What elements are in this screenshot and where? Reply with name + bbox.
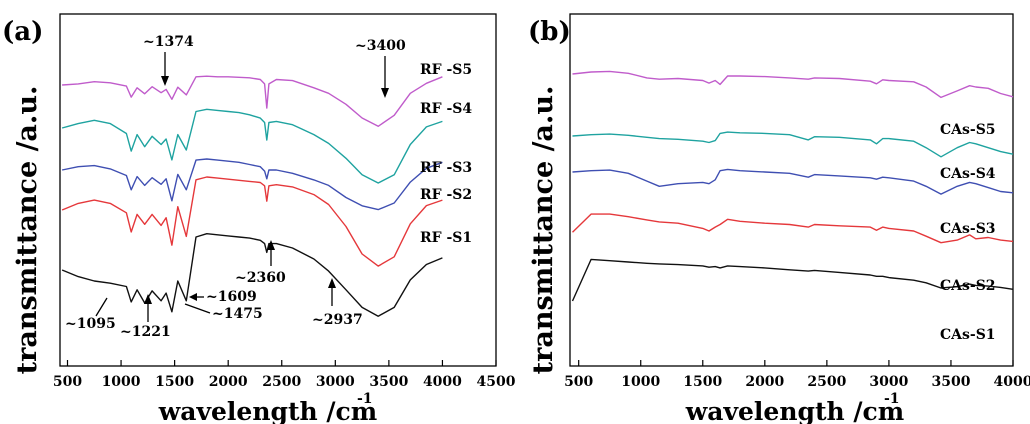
annotation-2360-arrowhead (267, 240, 275, 250)
x-tick-label-4000: 4000 (423, 374, 462, 390)
panel-b-x-axis-label: wavelength /cm -1 (685, 391, 904, 424)
series-label-cas-s4: CAs-S4 (940, 166, 996, 182)
x-tick-label-500: 500 (53, 374, 82, 390)
x-tick-label-2000: 2000 (209, 374, 248, 390)
annotation-3400-arrowhead (381, 88, 389, 98)
series-label-cas-s1: CAs-S1 (940, 327, 996, 343)
annotation-2360: ~2360 (235, 270, 286, 286)
x-tick-label-1500: 1500 (683, 374, 722, 390)
panel-a: (a) transmittance /a.u. wavelength /cm -… (2, 13, 516, 424)
x-tick-label-3500: 3500 (931, 374, 970, 390)
series-rf-s1 (61, 233, 443, 317)
panel-b-series-labels: CAs-S5 CAs-S4 CAs-S3 CAs-S2 CAs-S1 (940, 122, 996, 343)
series-label-rf-s2: RF -S2 (420, 187, 472, 203)
panel-b-plot-frame (569, 13, 1014, 367)
panel-a-series (61, 75, 443, 317)
annotation-1221-arrowhead (144, 294, 152, 304)
annotation-2937-arrowhead (328, 278, 336, 288)
panel-a-series-labels: RF -S5 RF -S4 RF -S3 RF -S2 RF -S1 (420, 62, 472, 246)
x-tick-label-3500: 3500 (369, 374, 408, 390)
panel-b: (b) transmittance /a.u. wavelength /cm -… (528, 13, 1030, 424)
x-tick-label-2500: 2500 (262, 374, 301, 390)
annotation-1221: ~1221 (120, 324, 171, 340)
annotation-1095-arrow (95, 297, 108, 317)
x-tick-label-2000: 2000 (745, 374, 784, 390)
series-label-rf-s1: RF -S1 (420, 230, 472, 246)
panel-b-x-axis-unit-exponent: -1 (884, 391, 900, 407)
panel-b-x-axis-title: wavelength /cm (685, 397, 904, 424)
panel-b-y-axis-label: transmittance /a.u. (528, 86, 559, 375)
series-rf-s2 (61, 176, 443, 267)
series-cas-s1 (571, 258, 1014, 302)
annotation-1475-arrow (184, 303, 211, 314)
x-tick-label-500: 500 (564, 374, 593, 390)
panel-b-x-ticks: 500 1000 1500 2000 2500 3000 3500 4000 (564, 360, 1030, 390)
x-tick-label-1000: 1000 (621, 374, 660, 390)
panel-a-plot-frame (59, 13, 497, 367)
panel-a-label: (a) (2, 17, 43, 47)
annotation-1609: ~1609 (206, 289, 257, 305)
x-tick-label-1500: 1500 (155, 374, 194, 390)
annotation-1095: ~1095 (65, 316, 116, 332)
x-tick-label-1000: 1000 (102, 374, 141, 390)
annotation-1374-arrowhead (161, 76, 169, 86)
panel-a-y-axis-label: transmittance /a.u. (12, 86, 43, 375)
series-cas-s3 (572, 168, 1014, 195)
annotation-1609-arrowhead (189, 293, 197, 301)
panel-b-series (571, 70, 1014, 302)
x-tick-label-2500: 2500 (807, 374, 846, 390)
annotation-2937: ~2937 (312, 312, 363, 328)
series-rf-s3 (61, 158, 443, 211)
series-cas-s5 (572, 70, 1014, 99)
annotation-3400: ~3400 (355, 38, 406, 54)
x-tick-label-3000: 3000 (869, 374, 908, 390)
x-tick-label-3000: 3000 (316, 374, 355, 390)
x-tick-label-4000: 4000 (994, 374, 1030, 390)
series-label-cas-s3: CAs-S3 (940, 221, 996, 237)
series-label-rf-s5: RF -S5 (420, 62, 472, 78)
annotation-1475: ~1475 (212, 306, 263, 322)
panel-b-label: (b) (528, 17, 571, 47)
series-rf-s4 (61, 108, 443, 184)
series-cas-s4 (572, 131, 1014, 158)
panel-a-x-axis-title: wavelength /cm (158, 397, 377, 424)
series-label-cas-s2: CAs-S2 (940, 278, 996, 294)
panel-a-x-axis-label: wavelength /cm -1 (158, 391, 377, 424)
series-label-cas-s5: CAs-S5 (940, 122, 996, 138)
series-cas-s2 (572, 213, 1014, 244)
panel-a-x-axis-unit-exponent: -1 (357, 391, 373, 407)
annotation-1374: ~1374 (143, 34, 194, 50)
x-tick-label-4500: 4500 (477, 374, 516, 390)
series-rf-s5 (62, 75, 443, 127)
series-label-rf-s4: RF -S4 (420, 101, 472, 117)
series-label-rf-s3: RF -S3 (420, 160, 472, 176)
panel-a-x-ticks: 500 1000 1500 2000 2500 3000 3500 4000 4500 (53, 360, 516, 390)
panel-a-annotations: ~1374 ~3400 ~2360 ~2937 ~1095 ~1221 ~147… (65, 34, 406, 340)
